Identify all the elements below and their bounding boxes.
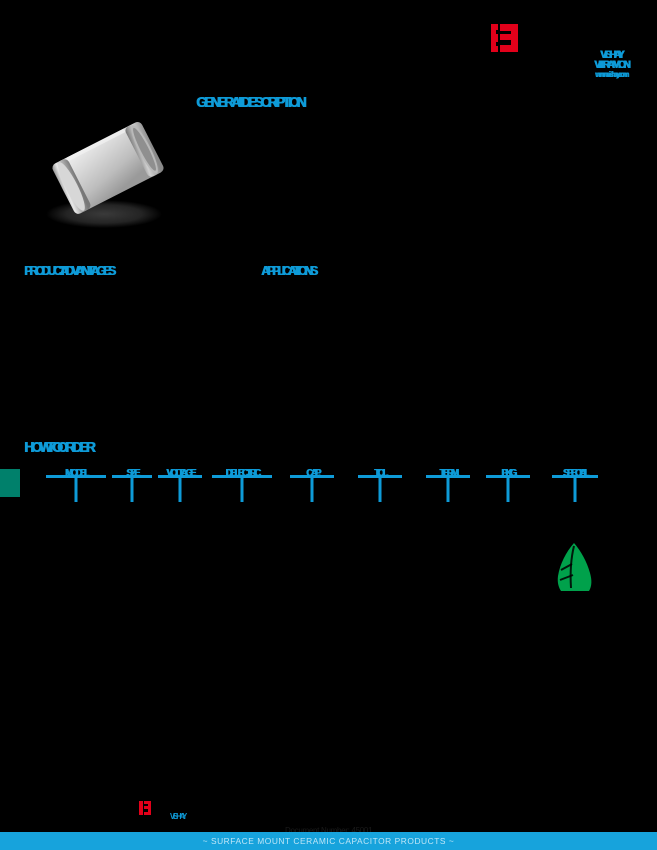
part-number-builder: MODEL SIZE VOLTAGE DIELECTRIC CAP. TOL. TERM. P… bbox=[0, 466, 657, 502]
order-field-label-tolerance: TOL. bbox=[374, 468, 388, 479]
order-field-bar-voltage bbox=[158, 475, 202, 478]
order-field-stem-tolerance bbox=[378, 477, 382, 502]
order-field-packaging[interactable]: PKG. bbox=[486, 466, 530, 502]
brand-wordmark: VISHAY VITRAMON www.vishay.com bbox=[579, 50, 644, 82]
order-field-tolerance[interactable]: TOL. bbox=[358, 466, 402, 502]
order-field-bar-model bbox=[46, 475, 106, 478]
page-number: Document Number: 45001 bbox=[285, 826, 373, 833]
order-field-capacitance[interactable]: CAP. bbox=[290, 466, 334, 502]
order-field-bar-special bbox=[552, 475, 598, 478]
order-field-stem-packaging bbox=[506, 477, 510, 502]
order-field-stem-model bbox=[74, 477, 78, 502]
brand-name-line1: VISHAY bbox=[600, 49, 624, 61]
footer-bar-text: ~ SURFACE MOUNT CERAMIC CAPACITOR PRODUC… bbox=[202, 836, 455, 846]
order-field-bar-capacitance bbox=[290, 475, 334, 478]
order-field-label-termination: TERM. bbox=[439, 468, 459, 479]
order-field-bar-size bbox=[112, 475, 152, 478]
order-field-voltage[interactable]: VOLTAGE bbox=[158, 466, 202, 502]
order-field-model[interactable]: MODEL bbox=[46, 466, 106, 502]
order-field-bar-dielectric bbox=[212, 475, 272, 478]
order-field-stem-voltage bbox=[178, 477, 182, 502]
section-heading-applications: APPLICATIONS bbox=[261, 263, 318, 278]
order-field-bar-tolerance bbox=[358, 475, 402, 478]
order-field-stem-special bbox=[573, 477, 577, 502]
section-heading-product-advantages: PRODUCT ADVANTAGES bbox=[24, 263, 116, 278]
order-field-label-capacitance: CAP. bbox=[306, 468, 320, 479]
order-prefix-block bbox=[0, 469, 22, 497]
section-heading-general-description: GENERAL DESCRIPTION bbox=[196, 94, 306, 111]
footer-brand-name: VISHAY bbox=[170, 812, 187, 821]
order-field-size[interactable]: SIZE bbox=[112, 466, 152, 502]
section-heading-how-to-order: HOW TO ORDER bbox=[24, 439, 95, 456]
order-field-label-size: SIZE bbox=[126, 468, 140, 479]
brand-website: www.vishay.com bbox=[594, 70, 629, 79]
order-field-label-model: MODEL bbox=[64, 468, 89, 479]
order-field-label-packaging: PKG. bbox=[501, 468, 517, 479]
order-field-stem-termination bbox=[446, 477, 450, 502]
order-field-special[interactable]: SPECIAL bbox=[552, 466, 598, 502]
order-field-dielectric[interactable]: DIELECTRIC bbox=[212, 466, 272, 502]
order-field-bar-packaging bbox=[486, 475, 530, 478]
footer-bar: ~ SURFACE MOUNT CERAMIC CAPACITOR PRODUC… bbox=[0, 832, 657, 850]
rohs-leaf-icon bbox=[551, 542, 597, 592]
footer-brand-logo-icon bbox=[138, 800, 152, 816]
order-field-bar-termination bbox=[426, 475, 470, 478]
order-field-stem-capacitance bbox=[310, 477, 314, 502]
order-field-stem-size bbox=[130, 477, 134, 502]
order-field-label-voltage: VOLTAGE bbox=[166, 468, 196, 479]
order-field-label-dielectric: DIELECTRIC bbox=[225, 468, 260, 479]
order-field-termination[interactable]: TERM. bbox=[426, 466, 470, 502]
order-field-stem-dielectric bbox=[240, 477, 244, 502]
brand-logo-icon bbox=[487, 20, 523, 56]
order-field-label-special: SPECIAL bbox=[562, 468, 590, 479]
capacitor-chip-icon bbox=[42, 112, 182, 232]
brand-name-line2: VITRAMON bbox=[593, 59, 630, 71]
